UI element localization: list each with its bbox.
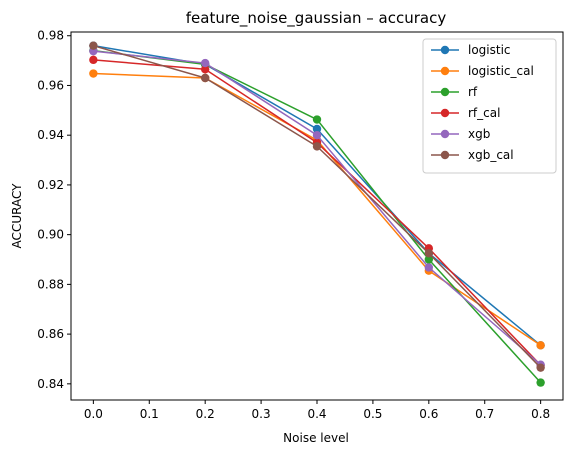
legend-swatch-marker	[440, 150, 450, 160]
legend-swatch-marker	[440, 45, 450, 55]
x-tick-label: 0.0	[84, 407, 103, 421]
legend-swatch-marker	[440, 108, 450, 118]
x-tick-label: 0.5	[363, 407, 382, 421]
x-tick-label: 0.1	[140, 407, 159, 421]
series-xgb-cal	[89, 41, 545, 372]
legend-box	[422, 38, 557, 174]
legend-item: xgb	[431, 127, 490, 141]
legend-item: logistic_cal	[431, 64, 534, 78]
legend-item: logistic	[431, 43, 511, 57]
data-point	[536, 341, 545, 350]
legend-label: logistic_cal	[468, 64, 534, 78]
data-point	[200, 73, 210, 83]
legend-label: xgb_cal	[468, 148, 514, 162]
y-tick-label: 0.88	[37, 277, 64, 291]
legend-label: logistic	[468, 43, 511, 57]
legend-label: rf_cal	[468, 106, 500, 120]
data-point	[424, 249, 434, 258]
legend-swatch-marker	[440, 66, 450, 76]
x-axis-label: Noise level	[283, 431, 349, 445]
x-tick-label: 0.7	[475, 407, 494, 421]
y-tick-label: 0.86	[37, 327, 64, 341]
x-tick-label: 0.8	[531, 407, 550, 421]
data-point	[89, 69, 98, 78]
legend-label: xgb	[468, 127, 490, 141]
data-point	[89, 55, 98, 65]
data-point	[536, 378, 545, 387]
data-point	[200, 65, 210, 74]
legend-item: xgb_cal	[431, 148, 514, 162]
data-point	[312, 115, 322, 124]
x-tick-label: 0.6	[419, 407, 438, 421]
y-tick-label: 0.96	[37, 78, 64, 92]
data-point	[536, 363, 545, 372]
data-point	[312, 130, 322, 140]
data-point	[424, 255, 434, 264]
legend-item: rf	[431, 85, 478, 99]
x-axis: 0.0 0.1 0.2 0.3 0.4 0.5 0.6 0.7 0.8	[84, 400, 550, 421]
legend-label: rf	[468, 85, 478, 99]
y-tick-label: 0.98	[37, 29, 64, 43]
y-tick-label: 0.84	[37, 377, 64, 391]
chart-title: feature_noise_gaussian – accuracy	[186, 9, 447, 28]
data-point	[312, 142, 322, 151]
data-point	[200, 58, 210, 68]
y-axis-label: ACCURACY	[10, 183, 24, 249]
legend-swatch-marker	[440, 129, 450, 139]
legend-item: rf_cal	[431, 106, 500, 120]
x-tick-label: 0.4	[307, 407, 326, 421]
data-point	[312, 124, 322, 134]
x-tick-label: 0.2	[196, 407, 215, 421]
y-tick-label: 0.94	[37, 128, 64, 142]
x-tick-label: 0.3	[252, 407, 271, 421]
y-tick-label: 0.90	[37, 228, 64, 242]
y-tick-label: 0.92	[37, 178, 64, 192]
data-point	[424, 263, 434, 272]
data-point	[89, 41, 98, 50]
y-axis: 0.84 0.86 0.88 0.90 0.92 0.94 0.96 0.98	[37, 29, 71, 391]
legend-swatch-marker	[440, 87, 450, 97]
